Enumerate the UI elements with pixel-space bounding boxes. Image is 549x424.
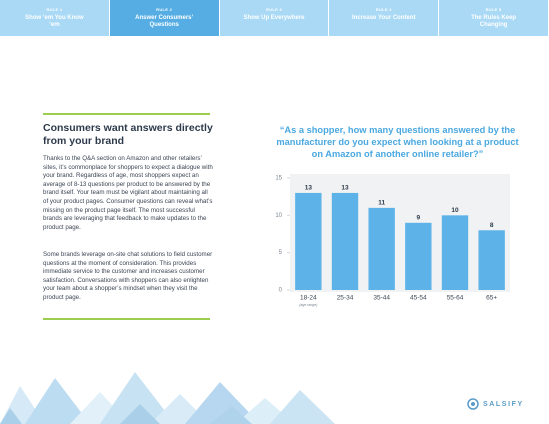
x-tick-label: 35-44 <box>373 295 390 302</box>
x-axis-note: (age range) <box>299 303 317 307</box>
rule-tab[interactable]: RULE 3 Show Up Everywhere <box>219 0 330 36</box>
paragraph: Thanks to the Q&A section on Amazon and … <box>43 155 213 231</box>
chart: 0 5 10 15 13 18-24 13 25-34 11 35-44 9 45-54 10 55-64… <box>275 174 510 307</box>
rule-tab[interactable]: RULE 2 Answer Consumers’ Questions <box>109 0 220 36</box>
tab-title: Answer Consumers’ Questions <box>135 15 194 28</box>
value-label: 13 <box>305 185 313 192</box>
plot-background <box>290 174 510 292</box>
rule-nav: RULE 1 Show ‘em You Know ‘em RULE 2 Answer … <box>0 0 549 36</box>
value-label: 8 <box>490 222 494 229</box>
rule-tab[interactable]: RULE 4 Increase Your Content <box>329 0 440 36</box>
logo-icon <box>467 398 479 410</box>
logo: SALSIFY <box>467 398 524 410</box>
x-tick-label: 45-54 <box>410 295 427 302</box>
tab-title: Show ‘em You Know ‘em <box>25 15 84 28</box>
y-tick-label: 0 <box>279 288 283 294</box>
bar <box>368 207 395 290</box>
tab-label: RULE 4 <box>375 7 392 12</box>
value-label: 11 <box>378 200 385 207</box>
rule-tab[interactable]: RULE 5 The Rules Keep Changing <box>439 0 549 36</box>
y-tick-label: 10 <box>275 213 282 219</box>
chart-title: “As a shopper, how many questions answer… <box>276 125 519 159</box>
bar <box>405 222 432 290</box>
heading: Consumers want answers directly from you… <box>43 122 213 147</box>
tab-label: RULE 3 <box>265 7 282 12</box>
x-tick-label: 55-64 <box>447 295 464 302</box>
paragraph: Some brands leverage on-site chat soluti… <box>43 251 213 301</box>
divider <box>43 318 210 320</box>
tab-title: Show Up Everywhere <box>243 15 305 21</box>
value-label: 13 <box>341 185 349 192</box>
x-tick-label: 65+ <box>486 295 497 302</box>
divider <box>43 113 210 115</box>
x-tick-label: 25-34 <box>337 295 354 302</box>
logo-text: SALSIFY <box>483 400 524 408</box>
x-tick-label: 18-24 <box>300 295 317 302</box>
bar <box>331 192 359 290</box>
value-label: 9 <box>417 215 421 222</box>
bar <box>295 192 322 290</box>
tab-title: Increase Your Content <box>352 15 416 21</box>
y-tick-label: 5 <box>279 250 283 256</box>
bar <box>441 215 469 290</box>
tab-title: The Rules Keep Changing <box>471 15 517 28</box>
tab-label: RULE 2 <box>156 7 173 12</box>
value-label: 10 <box>451 207 459 214</box>
tab-label: RULE 5 <box>485 7 502 12</box>
y-tick-label: 15 <box>275 176 282 182</box>
bar <box>478 230 505 290</box>
tab-label: RULE 1 <box>46 7 63 12</box>
rule-tab[interactable]: RULE 1 Show ‘em You Know ‘em <box>0 0 110 36</box>
mountains <box>0 372 335 424</box>
